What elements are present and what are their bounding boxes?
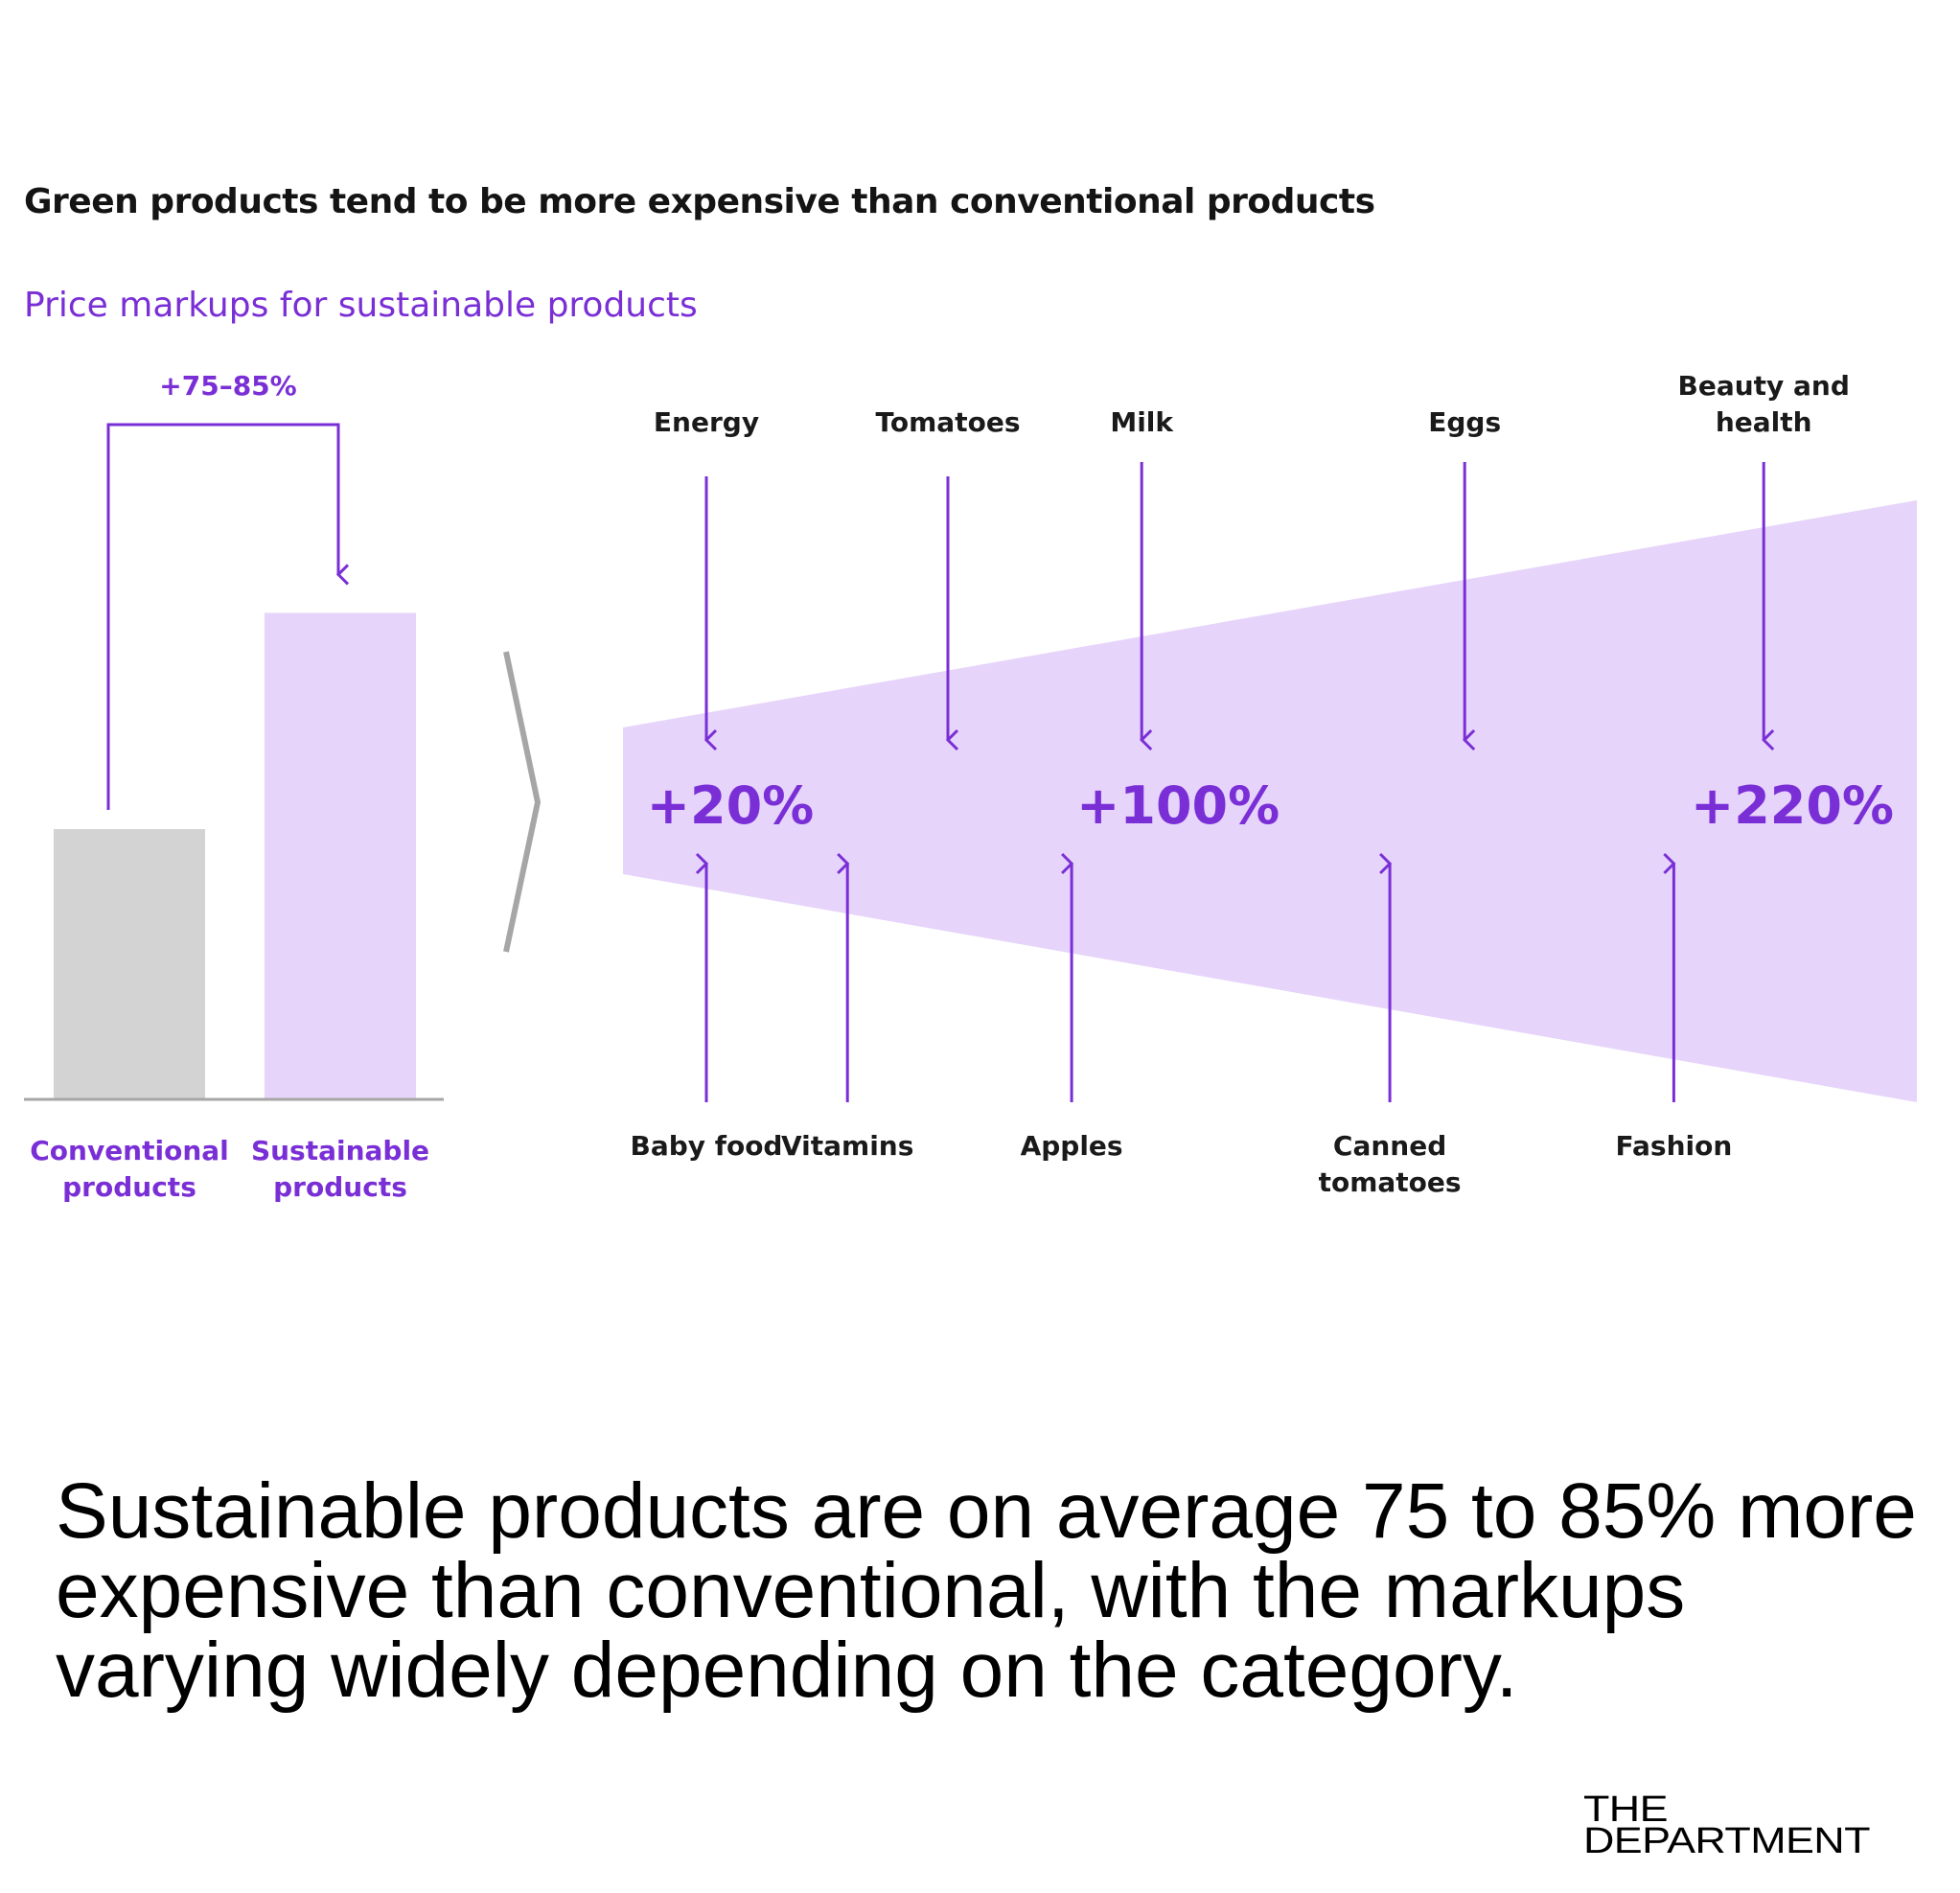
- summary-caption: Sustainable products are on average 75 t…: [56, 1467, 1917, 1714]
- top-category-label: Energy: [654, 406, 759, 438]
- category-label: Conventional products: [30, 1135, 229, 1203]
- logo-line-the: THE: [1583, 1789, 1669, 1830]
- range-label: +100%: [1076, 775, 1280, 836]
- top-category-label: Beauty and health: [1677, 370, 1849, 438]
- bar-sustainable: [265, 612, 416, 1099]
- range-chart-group: +20% +100% +220% Energy Tomatoes Milk Eggs Beau…: [623, 370, 1917, 1198]
- chart-title: Green products tend to be more expensive…: [24, 182, 1375, 221]
- range-label: +220%: [1691, 775, 1894, 836]
- top-category-label: Eggs: [1428, 406, 1501, 438]
- bar-chart-group: Conventional products Sustainable products +…: [24, 370, 444, 1203]
- chart-subtitle: Price markups for sustainable products: [24, 286, 698, 325]
- bottom-category-label: Vitamins: [781, 1130, 913, 1162]
- bottom-category-label: Apples: [1021, 1130, 1123, 1162]
- markup-chart: Conventional products Sustainable products +…: [24, 370, 1917, 1203]
- range-label: +20%: [647, 775, 815, 836]
- bottom-category-label: Canned tomatoes: [1319, 1130, 1462, 1198]
- markup-bracket-arrow: [106, 423, 350, 810]
- bottom-category-label: Baby food: [631, 1130, 783, 1162]
- chevron-separator: [503, 651, 542, 953]
- bar-conventional: [54, 829, 205, 1099]
- the-department-logo: THE DEPARTMENT: [1583, 1789, 1870, 1861]
- bottom-category-label: Fashion: [1616, 1130, 1733, 1162]
- top-category-label: Tomatoes: [876, 406, 1021, 438]
- markup-range-wedge: [623, 500, 1917, 1102]
- markup-annotation: +75–85%: [159, 370, 296, 402]
- top-category-label: Milk: [1110, 406, 1174, 438]
- category-label: Sustainable products: [251, 1135, 429, 1203]
- logo-line-department: DEPARTMENT: [1583, 1821, 1870, 1861]
